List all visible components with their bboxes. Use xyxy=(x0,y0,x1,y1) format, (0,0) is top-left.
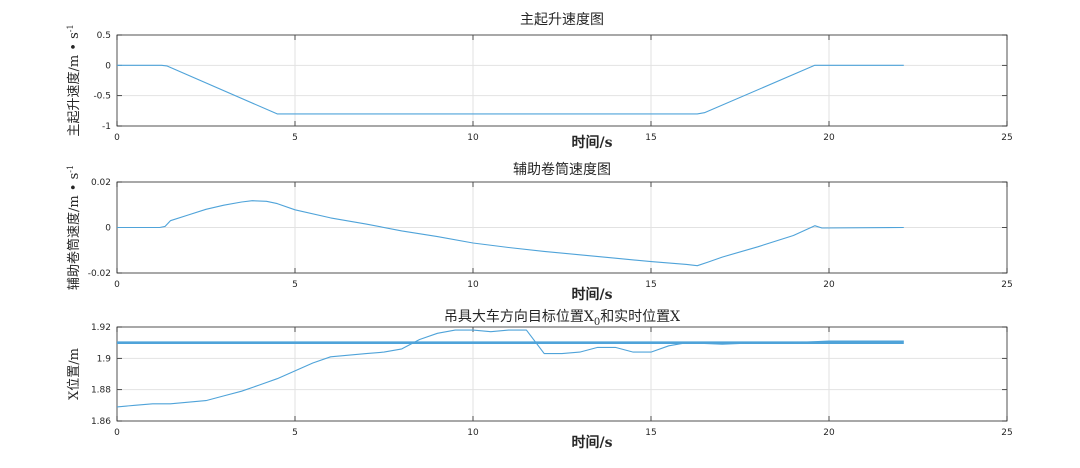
x-axis-label: 时间/s xyxy=(572,286,613,303)
subplot-2: 0 5 10 15 20 25-0.0200.02辅助卷筒速度图时间/s辅助卷筒速度/m … xyxy=(66,161,1013,303)
y-axis-label: X位置/m xyxy=(67,348,82,400)
x-tick-label: 5 xyxy=(292,133,298,143)
x-tick-label: 20 xyxy=(823,428,835,438)
y-tick-label: 0 xyxy=(105,224,111,234)
y-tick-label: 1.9 xyxy=(97,354,112,364)
series-line-2 xyxy=(116,329,904,408)
y-tick-label: -0.5 xyxy=(93,92,111,102)
x-axis-label: 时间/s xyxy=(572,434,613,451)
x-tick-label: 10 xyxy=(467,428,479,438)
y-tick-label: -1 xyxy=(102,122,111,132)
y-tick-label: 0.5 xyxy=(97,31,111,41)
x-tick-label: 20 xyxy=(823,280,835,290)
x-tick-label: 10 xyxy=(467,280,479,290)
y-tick-label: 0.02 xyxy=(91,178,111,188)
x-tick-label: 0 xyxy=(114,133,120,143)
series-line-1 xyxy=(117,64,904,115)
series-line-1 xyxy=(117,200,904,267)
chart-title: 主起升速度图 xyxy=(520,12,604,28)
chart-title: 吊具大车方向目标位置X0和实时位置X xyxy=(444,308,680,328)
x-tick-label: 0 xyxy=(114,280,120,290)
x-tick-label: 15 xyxy=(645,280,656,290)
x-tick-label: 15 xyxy=(645,428,656,438)
y-tick-label: 1.88 xyxy=(91,386,111,396)
plot-area xyxy=(116,34,1008,127)
y-tick-label: 1.92 xyxy=(91,323,111,333)
y-tick-label: 0 xyxy=(105,61,111,71)
x-tick-label: 5 xyxy=(292,428,298,438)
y-tick-label: -0.02 xyxy=(88,269,111,279)
x-axis-label: 时间/s xyxy=(572,134,613,151)
subplot-3: 0 5 10 15 20 25 1.86 1.88 1.9 1.92 吊具大车方向目标位置X0和实时… xyxy=(67,308,1013,451)
x-tick-label: 25 xyxy=(1001,133,1012,143)
x-tick-label: 5 xyxy=(292,280,298,290)
y-axis-label: 辅助卷筒速度/m • s-1 xyxy=(66,165,82,290)
x-tick-label: 15 xyxy=(645,133,656,143)
x-tick-label: 25 xyxy=(1001,428,1012,438)
x-tick-label: 25 xyxy=(1001,280,1012,290)
x-tick-label: 10 xyxy=(467,133,479,143)
y-tick-label: 1.86 xyxy=(91,417,111,427)
x-tick-label: 0 xyxy=(114,428,120,438)
x-tick-label: 20 xyxy=(823,133,835,143)
chart-title: 辅助卷筒速度图 xyxy=(513,161,611,178)
y-axis-label: 主起升速度/m • s-1 xyxy=(66,24,82,136)
